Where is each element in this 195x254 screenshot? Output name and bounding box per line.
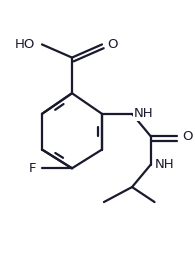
Text: F: F <box>29 162 36 175</box>
Text: O: O <box>108 38 118 51</box>
Text: HO: HO <box>15 38 35 51</box>
Text: NH: NH <box>134 107 153 120</box>
Text: NH: NH <box>155 158 174 171</box>
Text: O: O <box>183 130 193 143</box>
